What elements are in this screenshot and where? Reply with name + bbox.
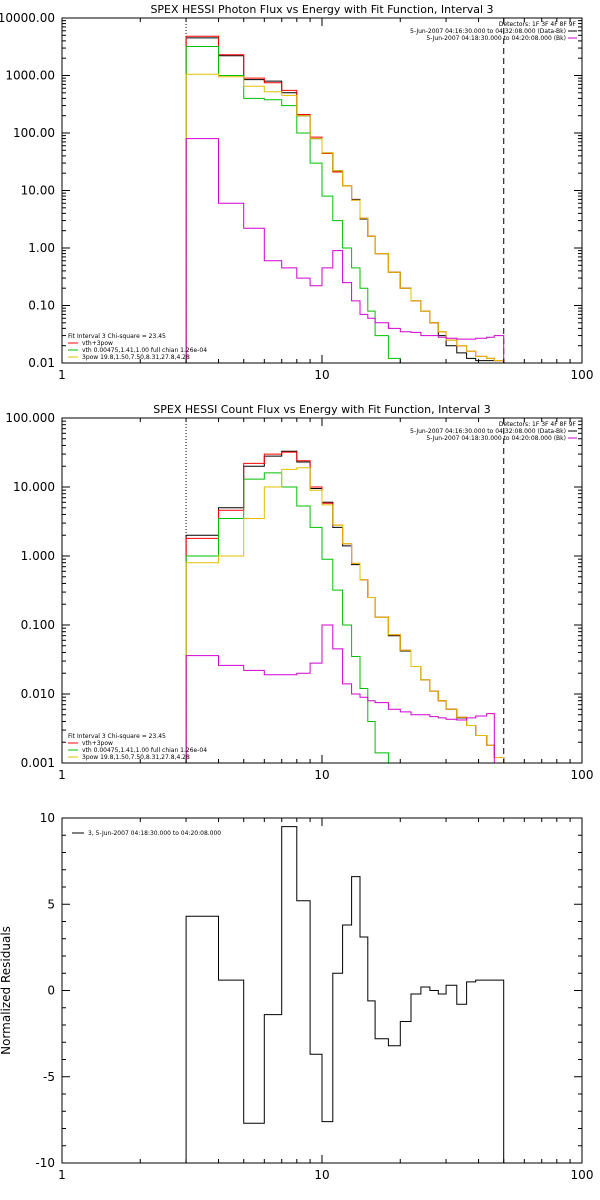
x-axis: 1 10 100 <box>58 18 593 382</box>
fit-legend-entry: Fit Interval 3 Chi-square = 23.45 <box>68 333 166 340</box>
y-tick-label: 1000.00 <box>5 69 55 83</box>
y-tick-label: 100.000 <box>5 411 55 425</box>
y-tick-label: 5 <box>47 897 55 911</box>
fit-legend-entry: 3pow 19.8,1.50,7.50,8.31,27.8,4.28 <box>82 354 190 361</box>
fit-legend-entry: vth+3pow <box>82 340 113 347</box>
count-flux-chart: SPEX HESSI Count Flux vs Energy with Fit… <box>5 403 593 782</box>
y-tick-label: 0.100 <box>21 618 55 632</box>
series-bk-line <box>185 138 505 363</box>
header-legend-entry: 5-Jun-2007 04:16:30.000 to 04:32:08.000 … <box>410 428 566 435</box>
y-tick-label: 0 <box>47 984 55 998</box>
x-tick-label: 10 <box>314 1168 329 1182</box>
x-tick-label: 10 <box>314 768 329 782</box>
y-tick-label: 0.010 <box>21 687 55 701</box>
series-vth-line <box>185 46 401 363</box>
photon-flux-chart: SPEX HESSI Photon Flux vs Energy with Fi… <box>0 3 593 382</box>
header-legend: Detectors: 1F 3F 4F 8F 9F5-Jun-2007 04:1… <box>410 21 577 42</box>
x-tick-label: 1 <box>58 368 66 382</box>
fit-legend: Fit Interval 3 Chi-square = 23.45vth+3po… <box>68 333 207 361</box>
chart-title: SPEX HESSI Count Flux vs Energy with Fit… <box>153 403 490 416</box>
y-axis: 0.01 0.10 1.00 10.00 100.00 1000.00 10000.00 <box>0 11 582 370</box>
header-legend-entry: 5-Jun-2007 04:18:30.000 to 04:20:08.000 … <box>426 435 566 442</box>
y-tick-label: -10 <box>35 1156 55 1170</box>
series-data-bk-line <box>185 37 505 363</box>
series-bk-line <box>185 624 495 763</box>
y-tick-label: 0.001 <box>21 756 55 770</box>
y-tick-label: 100.00 <box>13 126 55 140</box>
residuals-chart: 1 10 100 -10 -5 0 5 10 Normalized Residuals 3, 5-… <box>0 811 593 1182</box>
header-legend-entry: Detectors: 1F 3F 4F 8F 9F <box>499 421 577 428</box>
header-legend-entry: 5-Jun-2007 04:18:30.000 to 04:20:08.000 … <box>426 35 566 42</box>
y-tick-label: 10.00 <box>21 184 55 198</box>
y-axis-label: Normalized Residuals <box>0 926 13 1055</box>
fit-legend-entry: 3pow 19.8,1.50,7.50,8.31,27.8,4.28 <box>82 754 190 761</box>
y-tick-label: 0.01 <box>28 356 55 370</box>
header-legend: Detectors: 1F 3F 4F 8F 9F5-Jun-2007 04:1… <box>410 421 577 442</box>
legend: 3, 5-Jun-2007 04:18:30.000 to 04:20:08.0… <box>72 830 221 837</box>
y-axis: -10 -5 0 5 10 <box>35 811 582 1170</box>
chart-title: SPEX HESSI Photon Flux vs Energy with Fi… <box>150 3 493 16</box>
x-tick-label: 100 <box>571 1168 594 1182</box>
series-3pow-line <box>185 467 511 763</box>
x-tick-label: 1 <box>58 768 66 782</box>
y-tick-label: -5 <box>43 1070 55 1084</box>
fit-legend-entry: vth 0.00475,1.41,1.00 full chian 1.26e-0… <box>82 747 207 754</box>
header-legend-entry: Detectors: 1F 3F 4F 8F 9F <box>499 21 577 28</box>
x-axis: 1 10 100 <box>58 418 593 782</box>
x-tick-label: 10 <box>314 368 329 382</box>
legend-entry: 3, 5-Jun-2007 04:18:30.000 to 04:20:08.0… <box>88 830 221 837</box>
series-vth-line <box>185 472 389 763</box>
x-tick-label: 100 <box>571 368 594 382</box>
series-vth-3pow-line <box>185 451 511 763</box>
header-legend-entry: 5-Jun-2007 04:16:30.000 to 04:32:08.000 … <box>410 28 566 35</box>
y-tick-label: 1.000 <box>21 549 55 563</box>
y-tick-label: 1.00 <box>28 241 55 255</box>
series-vth-3pow-line <box>185 35 505 363</box>
fit-legend-entry: vth+3pow <box>82 740 113 747</box>
x-axis: 1 10 100 <box>58 818 593 1182</box>
series-3pow-line <box>185 73 505 363</box>
x-tick-label: 100 <box>571 768 594 782</box>
fit-legend: Fit Interval 3 Chi-square = 23.45vth+3po… <box>68 733 207 761</box>
y-tick-label: 10000.00 <box>0 11 55 25</box>
y-tick-label: 10.000 <box>13 480 55 494</box>
y-tick-label: 0.10 <box>28 299 55 313</box>
x-tick-label: 1 <box>58 1168 66 1182</box>
y-tick-label: 10 <box>40 811 55 825</box>
fit-legend-entry: vth 0.00475,1.41,1.00 full chian 1.26e-0… <box>82 347 207 354</box>
series-residuals-line <box>185 826 505 1163</box>
fit-legend-entry: Fit Interval 3 Chi-square = 23.45 <box>68 733 166 740</box>
y-axis: 0.001 0.010 0.100 1.000 10.000 100.000 <box>5 411 582 770</box>
series-data-bk-line <box>185 450 505 763</box>
